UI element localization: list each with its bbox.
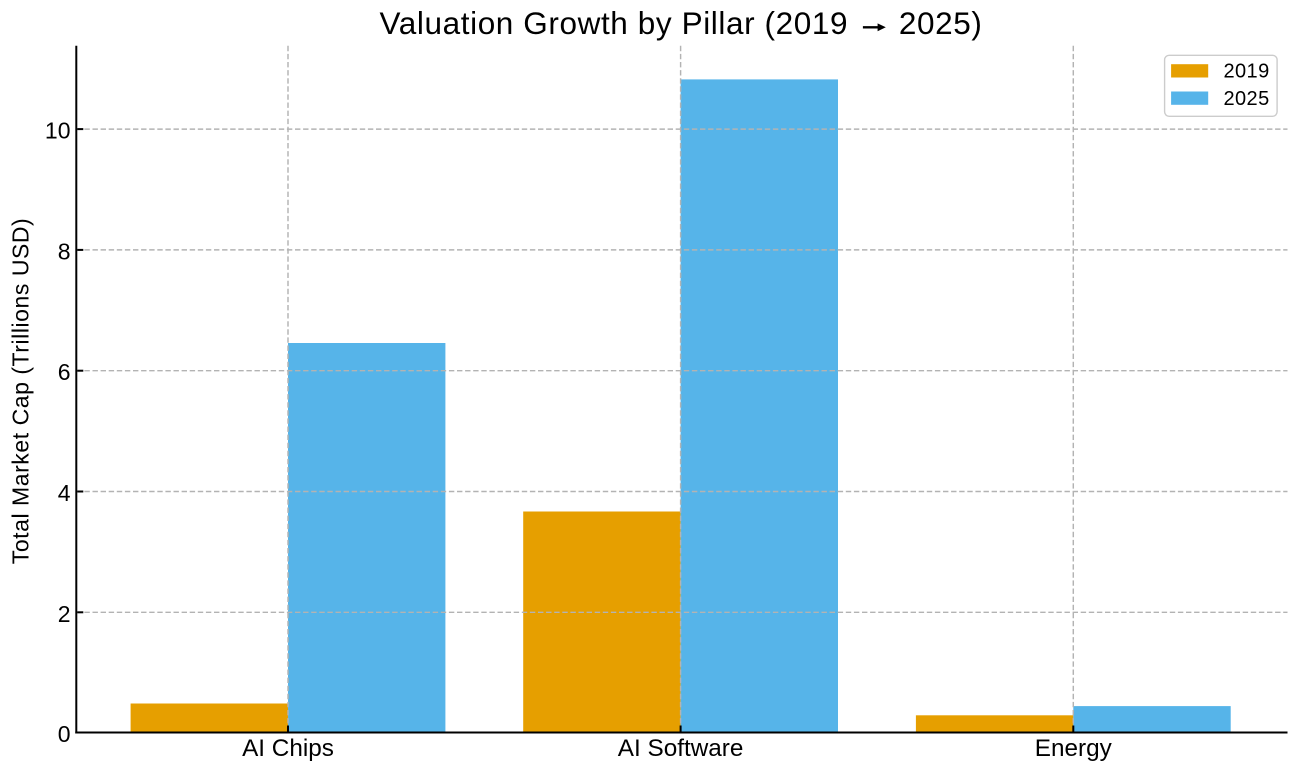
- svg-text:Valuation Growth by Pillar (20: Valuation Growth by Pillar (2019 → 2025): [380, 5, 983, 41]
- svg-text:0: 0: [58, 721, 71, 747]
- svg-text:2019: 2019: [1224, 61, 1270, 83]
- svg-text:10: 10: [45, 118, 71, 144]
- svg-text:4: 4: [58, 480, 71, 506]
- svg-text:2025: 2025: [1224, 88, 1270, 110]
- svg-text:8: 8: [58, 238, 71, 264]
- svg-text:AI Chips: AI Chips: [242, 735, 334, 762]
- svg-text:AI Software: AI Software: [618, 735, 744, 762]
- svg-text:2: 2: [58, 601, 71, 627]
- svg-text:6: 6: [58, 359, 71, 385]
- svg-text:Energy: Energy: [1035, 735, 1113, 762]
- svg-text:Total Market Cap (Trillions US: Total Market Cap (Trillions USD): [8, 218, 34, 564]
